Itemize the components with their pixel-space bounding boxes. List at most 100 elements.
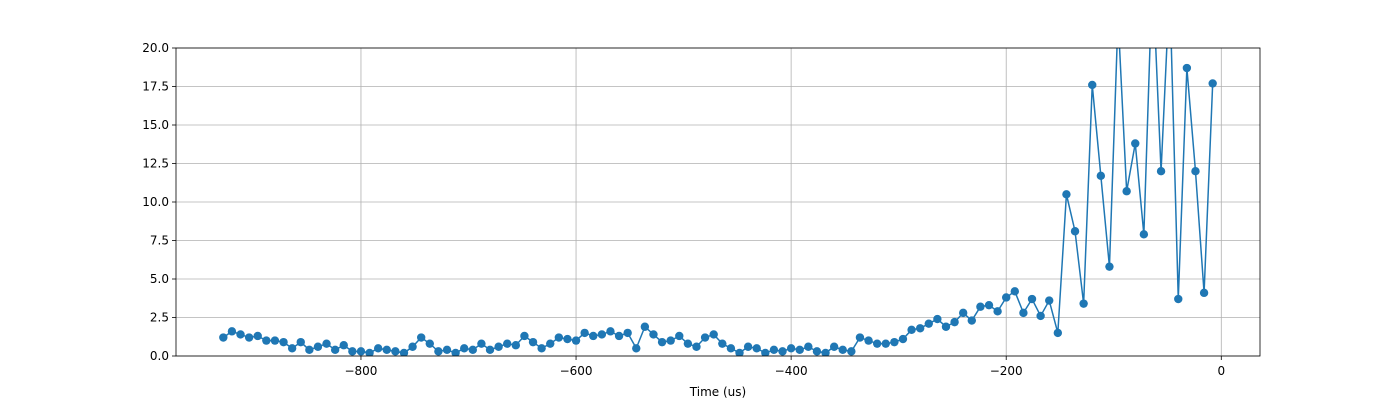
data-point <box>485 345 495 355</box>
x-tick-label: −800 <box>344 364 377 378</box>
data-point <box>391 347 400 356</box>
data-point <box>339 341 348 350</box>
data-point <box>305 345 314 355</box>
x-tick-label: −400 <box>775 364 808 378</box>
data-point <box>279 337 288 347</box>
data-point <box>477 339 486 348</box>
data-point <box>563 334 572 344</box>
data-point <box>287 344 297 353</box>
data-point <box>898 334 908 344</box>
data-point <box>416 333 426 342</box>
data-point <box>511 341 521 350</box>
data-point <box>872 339 882 348</box>
data-point <box>528 337 538 347</box>
y-tick-label: 10.0 <box>142 195 169 209</box>
data-point <box>589 331 598 341</box>
y-tick-label: 15.0 <box>142 118 169 132</box>
data-point <box>890 337 899 347</box>
data-point <box>718 339 727 348</box>
data-point <box>795 345 804 355</box>
data-point <box>976 302 985 311</box>
data-point <box>967 316 976 325</box>
data-point <box>743 342 753 351</box>
data-point <box>365 348 374 356</box>
data-point <box>1199 288 1209 298</box>
y-tick-label: 0.0 <box>150 349 169 363</box>
data-point <box>632 344 641 353</box>
data-point <box>580 328 589 338</box>
data-point <box>313 342 323 351</box>
y-tick-label: 7.5 <box>150 234 169 248</box>
data-point <box>451 348 460 356</box>
x-tick-label: −200 <box>990 364 1023 378</box>
y-tick-label: 17.5 <box>142 80 169 94</box>
data-point <box>778 347 787 356</box>
data-point <box>675 331 684 341</box>
data-point <box>649 330 658 339</box>
data-point <box>657 337 667 347</box>
data-point <box>425 339 434 348</box>
data-point <box>726 344 736 353</box>
data-point <box>468 345 478 355</box>
data-point <box>1156 167 1166 176</box>
data-point <box>262 336 271 345</box>
data-point <box>253 331 262 341</box>
data-point <box>614 331 624 341</box>
data-point <box>236 330 245 339</box>
data-line <box>222 48 1214 354</box>
data-point <box>1027 294 1037 304</box>
data-point <box>1182 63 1192 73</box>
y-tick-label: 12.5 <box>142 157 169 171</box>
data-point <box>786 344 796 353</box>
data-point <box>915 324 925 333</box>
data-point <box>1139 230 1149 239</box>
x-tick-label: −600 <box>560 364 593 378</box>
data-point <box>1191 167 1200 176</box>
data-point <box>270 336 280 345</box>
data-point <box>821 348 830 356</box>
x-tick-label: 0 <box>1217 364 1225 378</box>
data-point <box>399 348 409 356</box>
data-point <box>692 342 701 351</box>
data-point <box>1053 328 1063 338</box>
data-point <box>881 339 890 348</box>
data-point <box>683 339 693 348</box>
x-axis-label: Time (us) <box>689 385 746 399</box>
data-point <box>597 330 607 339</box>
data-point <box>1208 79 1217 88</box>
data-point <box>1131 139 1140 148</box>
data-point <box>958 308 968 318</box>
data-point <box>700 333 710 342</box>
data-point <box>941 322 951 331</box>
data-point <box>829 342 839 351</box>
data-point <box>537 344 546 353</box>
data-point <box>838 345 847 355</box>
data-point <box>1122 187 1131 196</box>
data-point <box>984 300 994 310</box>
y-tick-label: 20.0 <box>142 41 169 55</box>
data-point <box>847 347 856 356</box>
data-point <box>933 314 942 324</box>
data-point <box>296 337 305 347</box>
data-point <box>408 342 417 351</box>
data-point <box>571 336 581 345</box>
data-point <box>752 344 761 353</box>
data-point <box>1019 308 1028 318</box>
data-point <box>1002 293 1011 302</box>
data-point <box>924 319 933 328</box>
data-point <box>640 322 650 331</box>
data-point <box>322 339 331 348</box>
data-point <box>442 345 452 355</box>
data-point <box>623 328 632 338</box>
data-point <box>1105 262 1114 271</box>
data-point <box>434 347 443 356</box>
data-point <box>520 331 529 341</box>
data-point <box>1096 171 1106 181</box>
data-point <box>606 327 615 336</box>
data-point <box>219 333 228 342</box>
y-tick-label: 5.0 <box>150 272 169 286</box>
data-point <box>1045 296 1054 305</box>
data-point <box>761 348 770 356</box>
data-point <box>1062 190 1071 199</box>
